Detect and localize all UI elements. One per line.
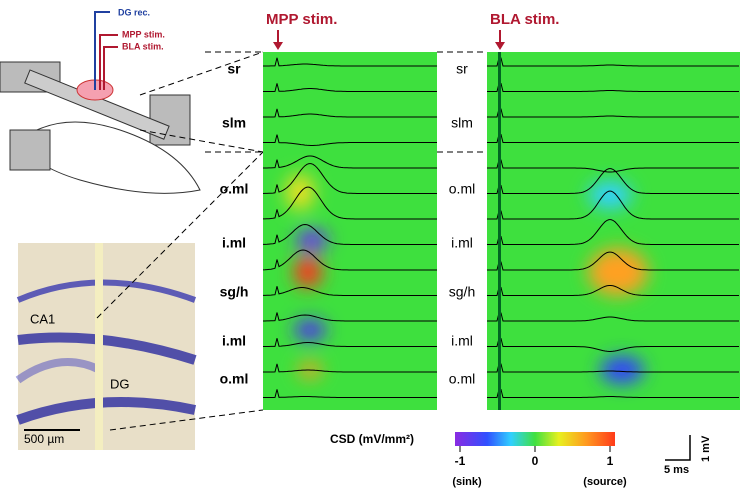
scale-bar — [665, 435, 691, 461]
lfp-trace — [263, 338, 437, 347]
colorbar-end-label: (sink) — [452, 476, 482, 488]
lfp-trace — [487, 363, 739, 373]
layer-label: sg/h — [220, 284, 249, 300]
lfp-trace — [263, 312, 437, 322]
stim-label: MPP stim. — [266, 11, 337, 28]
layer-label: sr — [227, 61, 241, 77]
lfp-trace — [487, 134, 739, 143]
lfp-trace — [263, 363, 437, 373]
layer-label: i.ml — [222, 235, 246, 251]
lfp-trace — [487, 389, 739, 398]
layer-label: sr — [456, 61, 468, 77]
lfp-trace — [263, 223, 437, 245]
schematic-label: BLA stim. — [122, 41, 164, 51]
lfp-trace — [487, 83, 739, 92]
layer-label: o.ml — [220, 371, 249, 387]
scale-bar-label: 500 µm — [24, 432, 64, 446]
region-label: DG — [110, 376, 130, 391]
layer-label: sg/h — [449, 284, 475, 300]
colorbar-tick-label: 1 — [607, 454, 614, 468]
lfp-trace — [263, 186, 437, 220]
lfp-trace — [487, 190, 739, 220]
lfp-trace — [487, 159, 739, 173]
schematic: DG rec. MPP stim. BLA stim. — [0, 7, 201, 194]
schematic-label: MPP stim. — [122, 29, 165, 39]
colorbar-end-label: (source) — [583, 476, 627, 488]
csd-map — [263, 52, 437, 410]
scale-bar-voltage: 1 mV — [700, 435, 712, 462]
layer-label: i.ml — [451, 333, 473, 349]
lfp-trace — [263, 57, 437, 67]
lfp-trace — [263, 389, 437, 398]
layer-label: o.ml — [449, 371, 475, 387]
colorbar — [455, 432, 615, 446]
lfp-trace — [263, 163, 437, 194]
lfp-trace — [263, 134, 437, 146]
lfp-trace — [487, 251, 739, 271]
stim-arrow — [273, 30, 505, 50]
zoom-lines — [96, 51, 487, 431]
region-label: CA1 — [30, 311, 55, 326]
histology: CA1 DG 500 µm — [15, 243, 197, 450]
schematic-label: DG rec. — [118, 7, 150, 17]
lfp-trace — [487, 285, 739, 296]
lfp-trace — [263, 249, 437, 271]
lfp-trace — [487, 219, 739, 245]
layer-label: o.ml — [220, 181, 249, 197]
lfp-trace — [263, 108, 437, 118]
layer-label: slm — [222, 115, 246, 131]
lfp-trace — [263, 155, 437, 169]
layer-label: slm — [451, 115, 473, 131]
layer-label: i.ml — [451, 235, 473, 251]
lfp-trace — [263, 83, 437, 92]
colorbar-tick-label: -1 — [455, 454, 466, 468]
csd-map — [487, 52, 740, 410]
lfp-trace — [487, 168, 739, 194]
lfp-trace — [487, 108, 739, 118]
lfp-trace — [263, 286, 437, 296]
scale-bar-time: 5 ms — [664, 464, 689, 476]
layer-label: o.ml — [449, 181, 475, 197]
colorbar-tick-label: 0 — [532, 454, 539, 468]
layer-label: i.ml — [222, 333, 246, 349]
lfp-trace — [487, 338, 739, 352]
lfp-trace — [487, 57, 739, 67]
stim-label: BLA stim. — [490, 11, 559, 28]
lfp-trace — [487, 312, 739, 322]
colorbar-title: CSD (mV/mm²) — [330, 432, 414, 446]
